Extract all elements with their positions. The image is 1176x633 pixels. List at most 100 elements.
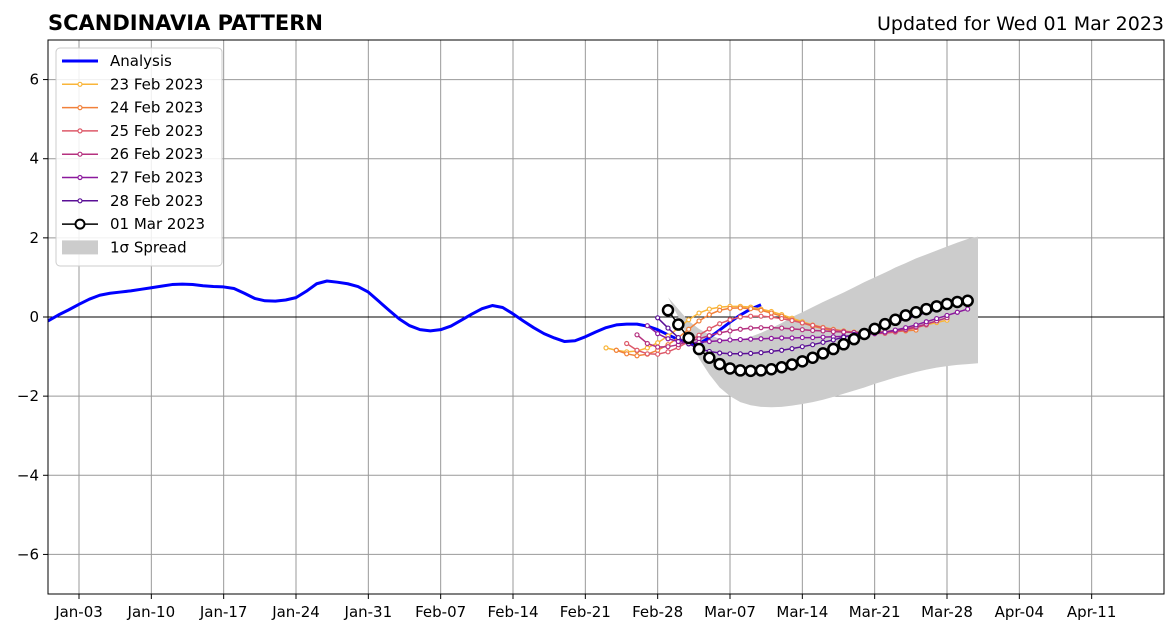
forecast-point	[810, 342, 816, 348]
forecast-point	[737, 351, 743, 357]
forecast-point	[748, 336, 754, 342]
current-forecast-point	[806, 351, 819, 365]
forecast-point	[768, 314, 774, 320]
forecast-point	[665, 336, 671, 342]
legend-item: Analysis	[62, 52, 172, 70]
x-tick-label: Apr-11	[1067, 603, 1117, 621]
current-forecast-point	[744, 364, 757, 378]
x-tick-label: Jan-03	[54, 603, 103, 621]
current-forecast-point	[920, 302, 933, 316]
forecast-point	[934, 315, 940, 322]
current-forecast-point	[703, 351, 716, 365]
forecast-point	[799, 344, 805, 350]
forecast-point	[644, 351, 650, 357]
forecast-point	[768, 335, 774, 341]
forecast-point	[675, 334, 681, 341]
forecast-point	[655, 315, 661, 321]
forecast-point	[758, 350, 764, 356]
legend-swatch-marker	[77, 104, 83, 111]
legend-swatch-marker	[77, 151, 83, 157]
forecast-point	[727, 351, 733, 357]
forecast-point	[644, 345, 650, 351]
forecast-point	[882, 329, 888, 335]
forecast-point	[665, 325, 671, 331]
forecast-point	[737, 336, 743, 343]
y-tick-label: −2	[17, 387, 39, 405]
forecast-point	[634, 347, 640, 353]
legend-label: 28 Feb 2023	[110, 192, 203, 210]
forecast-point	[841, 329, 847, 335]
y-tick-label: −6	[17, 545, 39, 563]
x-tick-label: Apr-04	[995, 603, 1045, 621]
legend-swatch-marker	[77, 174, 83, 181]
current-forecast-point	[754, 364, 768, 377]
forecast-point	[758, 336, 764, 342]
legend-label: 23 Feb 2023	[110, 75, 203, 93]
forecast-point	[779, 347, 785, 353]
current-forecast-point	[785, 358, 799, 371]
forecast-point	[830, 329, 836, 335]
current-forecast-point	[672, 318, 685, 331]
x-tick-label: Mar-14	[776, 603, 828, 621]
legend-swatch-patch	[62, 240, 98, 255]
series-layer	[47, 279, 974, 378]
forecast-point	[717, 330, 723, 336]
forecast-point	[810, 327, 816, 334]
current-forecast-point	[692, 342, 706, 356]
forecast-point	[644, 323, 650, 329]
legend-label: 1σ Spread	[110, 238, 187, 256]
forecast-point	[779, 335, 785, 341]
forecast-point	[954, 309, 960, 315]
x-tick-label: Feb-21	[560, 603, 611, 621]
forecast-point	[696, 310, 702, 316]
forecast-point	[624, 340, 630, 347]
x-tick-label: Jan-10	[127, 603, 176, 621]
forecast-point	[810, 322, 816, 328]
forecast-point	[696, 318, 702, 324]
forecast-point	[758, 307, 764, 313]
legend-swatch-marker	[74, 218, 86, 230]
legend-item: 1σ Spread	[62, 238, 187, 256]
x-tick-label: Feb-28	[632, 603, 683, 621]
legend-item: 28 Feb 2023	[62, 192, 203, 210]
y-tick-label: 0	[29, 308, 39, 326]
current-forecast-point	[940, 297, 954, 311]
current-forecast-point	[816, 347, 830, 360]
current-forecast-point	[889, 313, 902, 327]
forecast-point	[655, 340, 661, 346]
current-forecast-point	[899, 309, 912, 322]
legend-item: 23 Feb 2023	[62, 75, 203, 93]
forecast-point	[903, 325, 909, 331]
x-tick-label: Jan-17	[199, 603, 248, 621]
legend-item: 26 Feb 2023	[62, 145, 203, 163]
forecast-point	[789, 335, 795, 341]
x-tick-label: Jan-31	[344, 603, 393, 621]
forecast-point	[737, 314, 743, 320]
current-forecast-point	[847, 332, 861, 346]
forecast-point	[748, 306, 754, 312]
forecast-point	[892, 327, 898, 333]
current-forecast-point	[868, 322, 881, 336]
spread-band	[668, 236, 978, 408]
forecast-point	[737, 326, 743, 332]
legend-box	[55, 47, 223, 267]
forecast-point	[768, 348, 774, 355]
legend-label: 25 Feb 2023	[110, 122, 203, 140]
legend-item: 01 Mar 2023	[62, 215, 205, 233]
x-tick-label: Mar-07	[704, 603, 756, 621]
legend-label: 01 Mar 2023	[110, 215, 205, 233]
y-tick-label: 6	[29, 71, 39, 89]
current-forecast-point	[765, 362, 778, 376]
forecast-series	[624, 313, 929, 357]
forecast-point	[913, 322, 919, 328]
forecast-point	[655, 344, 661, 350]
legend-swatch-marker	[77, 198, 83, 204]
current-forecast-point	[682, 331, 695, 345]
forecast-point	[789, 326, 795, 332]
analysis-line	[47, 279, 762, 346]
y-tick-label: 2	[29, 229, 39, 247]
forecast-point	[727, 337, 733, 343]
legend-swatch-marker	[77, 128, 83, 134]
x-tick-label: Feb-07	[415, 603, 466, 621]
